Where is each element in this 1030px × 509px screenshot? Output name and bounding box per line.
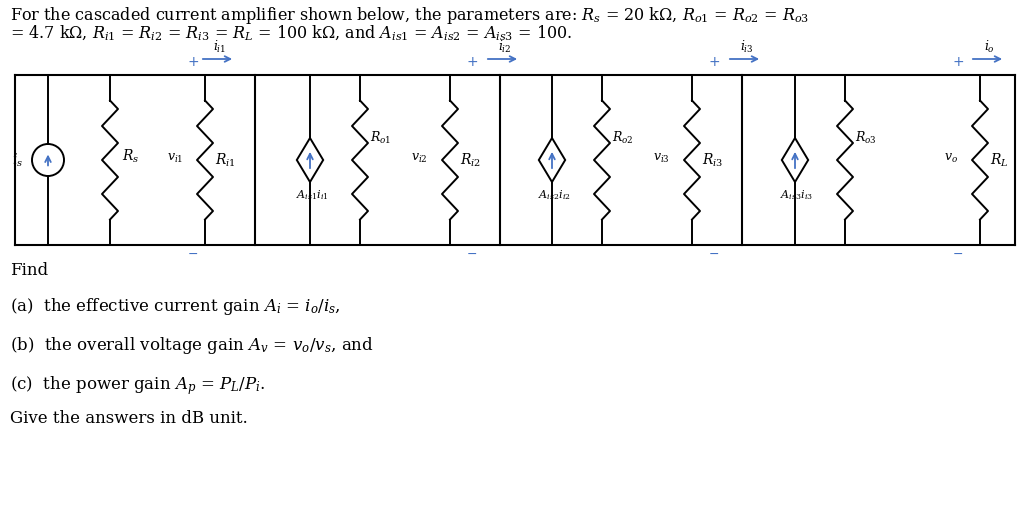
Text: For the cascaded current amplifier shown below, the parameters are: $R_s$ = 20 k: For the cascaded current amplifier shown… bbox=[10, 5, 810, 26]
Text: $v_{i3}$: $v_{i3}$ bbox=[653, 152, 670, 164]
Text: (a)  the effective current gain $A_i$ = $i_o$/$i_s$,: (a) the effective current gain $A_i$ = $… bbox=[10, 296, 341, 317]
Text: $A_{is1}i_{i1}$: $A_{is1}i_{i1}$ bbox=[296, 188, 329, 202]
Text: $-$: $-$ bbox=[953, 247, 963, 260]
Text: Give the answers in dB unit.: Give the answers in dB unit. bbox=[10, 410, 248, 427]
Text: $i_o$: $i_o$ bbox=[984, 39, 995, 55]
Text: Find: Find bbox=[10, 262, 48, 279]
Text: $R_L$: $R_L$ bbox=[990, 151, 1008, 168]
Text: +: + bbox=[187, 55, 199, 69]
Text: +: + bbox=[467, 55, 478, 69]
Text: $v_{i2}$: $v_{i2}$ bbox=[411, 152, 428, 164]
Text: $R_{o1}$: $R_{o1}$ bbox=[370, 130, 391, 146]
Text: $-$: $-$ bbox=[187, 247, 199, 260]
Text: $R_{o2}$: $R_{o2}$ bbox=[612, 130, 633, 146]
Text: +: + bbox=[709, 55, 720, 69]
Text: $R_{i3}$: $R_{i3}$ bbox=[702, 151, 723, 168]
Text: +: + bbox=[952, 55, 964, 69]
Text: $R_s$: $R_s$ bbox=[122, 147, 139, 165]
Text: $A_{is2}i_{i2}$: $A_{is2}i_{i2}$ bbox=[538, 188, 571, 202]
Text: $i_s$: $i_s$ bbox=[12, 151, 23, 168]
Text: $R_{i1}$: $R_{i1}$ bbox=[215, 151, 236, 168]
Text: $R_{i2}$: $R_{i2}$ bbox=[460, 151, 481, 168]
Text: (b)  the overall voltage gain $A_v$ = $v_o$/$v_s$, and: (b) the overall voltage gain $A_v$ = $v_… bbox=[10, 335, 374, 356]
Text: $v_{i1}$: $v_{i1}$ bbox=[167, 152, 183, 164]
Text: $R_{o3}$: $R_{o3}$ bbox=[855, 130, 877, 146]
Text: $i_{i3}$: $i_{i3}$ bbox=[740, 39, 753, 55]
Text: = 4.7 k$\Omega$, $R_{i1}$ = $R_{i2}$ = $R_{i3}$ = $R_L$ = 100 k$\Omega$, and $A_: = 4.7 k$\Omega$, $R_{i1}$ = $R_{i2}$ = $… bbox=[10, 24, 573, 43]
Text: $i_{i2}$: $i_{i2}$ bbox=[497, 39, 511, 55]
Text: $A_{is3}i_{i3}$: $A_{is3}i_{i3}$ bbox=[781, 188, 814, 202]
Text: (c)  the power gain $A_p$ = $P_L$/$P_i$.: (c) the power gain $A_p$ = $P_L$/$P_i$. bbox=[10, 374, 266, 397]
Text: $-$: $-$ bbox=[467, 247, 478, 260]
Text: $-$: $-$ bbox=[709, 247, 720, 260]
Text: $i_{i1}$: $i_{i1}$ bbox=[213, 39, 227, 55]
Text: $v_o$: $v_o$ bbox=[945, 152, 958, 164]
